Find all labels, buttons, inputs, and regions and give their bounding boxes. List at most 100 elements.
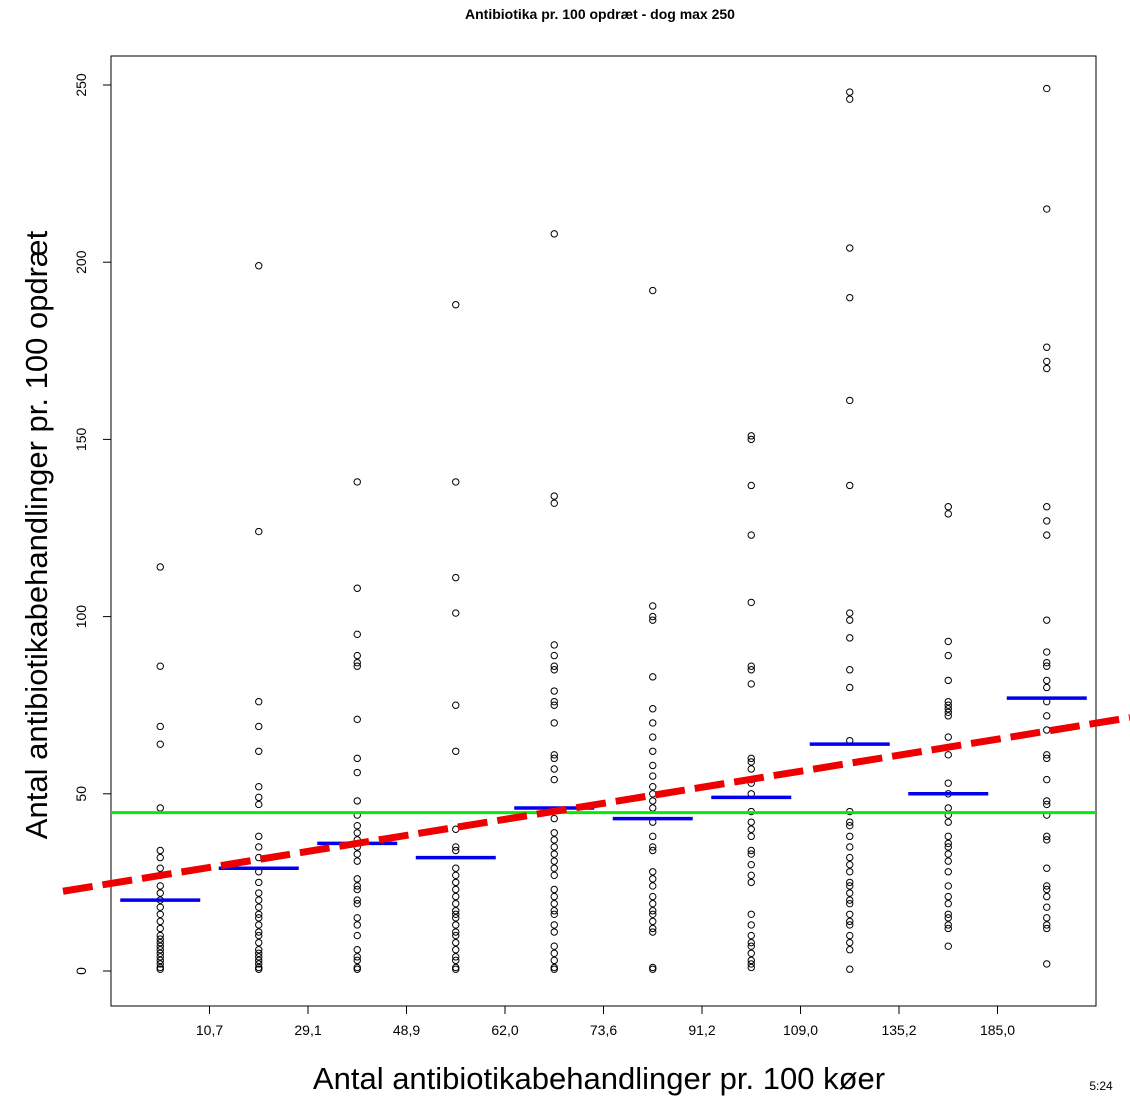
data-point xyxy=(846,917,854,926)
data-point xyxy=(649,719,657,727)
y-tick-label: 100 xyxy=(73,605,89,629)
data-point xyxy=(649,772,657,780)
data-point xyxy=(747,818,755,826)
data-point xyxy=(944,921,952,929)
data-point xyxy=(846,853,854,862)
data-point xyxy=(353,875,361,883)
x-tick-label: 91,2 xyxy=(688,1022,715,1038)
data-point xyxy=(944,857,952,865)
data-point xyxy=(1043,800,1051,809)
data-point xyxy=(255,921,263,929)
data-point xyxy=(846,882,854,890)
data-point xyxy=(649,602,657,610)
data-point xyxy=(944,843,952,851)
data-point xyxy=(156,662,164,670)
y-tick-label: 150 xyxy=(73,428,89,452)
data-point xyxy=(846,88,854,96)
data-point xyxy=(550,857,558,865)
data-point xyxy=(255,800,263,809)
data-point xyxy=(550,899,558,908)
data-point xyxy=(550,814,558,823)
data-point xyxy=(550,864,558,872)
data-point xyxy=(353,921,361,929)
data-point xyxy=(156,931,164,940)
data-point xyxy=(255,910,263,918)
data-point xyxy=(1043,751,1051,759)
data-point xyxy=(846,921,854,929)
data-point xyxy=(255,960,263,968)
data-point xyxy=(747,435,755,444)
data-point xyxy=(156,953,164,961)
data-point xyxy=(944,892,952,901)
data-point xyxy=(846,931,854,940)
data-point xyxy=(156,935,164,943)
data-point xyxy=(1043,712,1051,720)
data-point xyxy=(944,676,952,685)
data-point xyxy=(846,481,854,490)
x-tick-label: 135,2 xyxy=(881,1022,916,1038)
data-point xyxy=(1043,836,1051,844)
data-point xyxy=(649,899,657,908)
data-point xyxy=(550,666,558,674)
data-point xyxy=(353,630,361,639)
data-point xyxy=(550,829,558,837)
data-point xyxy=(747,850,755,858)
data-point xyxy=(747,846,755,855)
data-point xyxy=(944,850,952,858)
data-point xyxy=(1043,903,1051,911)
data-point xyxy=(353,956,361,965)
data-point xyxy=(255,832,263,841)
data-point xyxy=(944,637,952,646)
data-point xyxy=(1043,343,1051,351)
data-point xyxy=(550,765,558,773)
data-point xyxy=(353,965,361,973)
data-point xyxy=(1043,885,1051,894)
data-point xyxy=(1043,616,1051,624)
data-point xyxy=(452,953,460,961)
data-point xyxy=(944,839,952,848)
data-point xyxy=(846,843,854,851)
data-point xyxy=(846,832,854,841)
y-tick-label: 50 xyxy=(73,786,89,802)
data-point xyxy=(747,878,755,887)
data-point xyxy=(255,914,263,922)
data-point xyxy=(944,651,952,660)
x-tick-label: 29,1 xyxy=(294,1022,321,1038)
data-point xyxy=(255,793,263,802)
data-point xyxy=(452,846,460,855)
data-point xyxy=(1043,84,1051,93)
data-point xyxy=(944,779,952,787)
data-point xyxy=(255,896,263,904)
data-point xyxy=(649,875,657,883)
data-point xyxy=(353,850,361,858)
data-point xyxy=(747,963,755,972)
data-point xyxy=(353,768,361,777)
chart-title: Antibiotika pr. 100 opdræt - dog max 250 xyxy=(465,6,735,22)
data-point xyxy=(649,783,657,791)
data-point xyxy=(156,864,164,872)
x-tick-label: 48,9 xyxy=(393,1022,420,1038)
data-point xyxy=(944,697,952,706)
data-point xyxy=(747,960,755,968)
data-point xyxy=(846,818,854,826)
data-point xyxy=(452,921,460,929)
data-point xyxy=(846,821,854,830)
data-point xyxy=(156,960,164,968)
data-point xyxy=(747,666,755,674)
data-point xyxy=(1043,775,1051,784)
data-point xyxy=(452,609,460,617)
data-point xyxy=(255,938,263,947)
data-point xyxy=(550,492,558,500)
data-point xyxy=(747,921,755,929)
data-point xyxy=(550,751,558,759)
data-point xyxy=(452,899,460,908)
data-point xyxy=(944,733,952,741)
data-point xyxy=(846,634,854,642)
x-tick-label: 185,0 xyxy=(980,1022,1015,1038)
data-point xyxy=(747,680,755,688)
data-point xyxy=(452,946,460,954)
data-point xyxy=(1043,726,1051,734)
data-point xyxy=(255,878,263,887)
data-point xyxy=(944,503,952,511)
corner-text: 5:24 xyxy=(1089,1079,1113,1093)
